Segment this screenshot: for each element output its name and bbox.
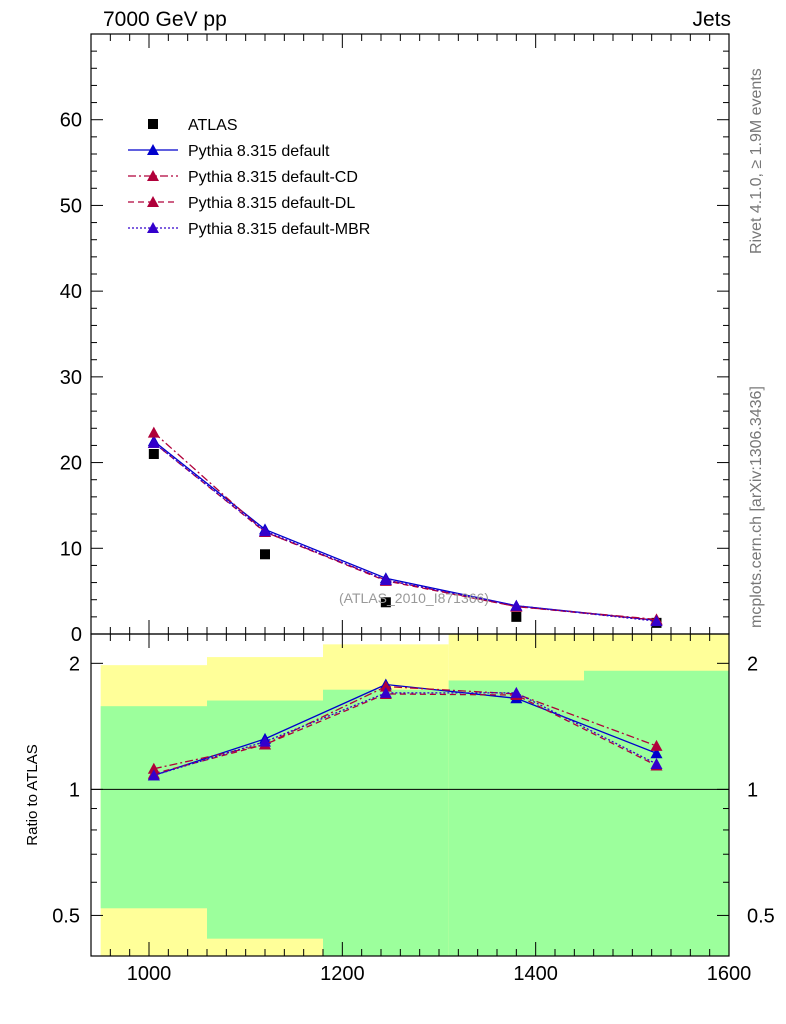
legend-label-pythia-8-315-default-dl: Pythia 8.315 default-DL xyxy=(188,195,355,212)
band-inner-2 xyxy=(323,689,449,956)
series-marker-pythia-8-315-default-mbr xyxy=(259,525,271,537)
legend: ATLAS Pythia 8.315 default Pythia 8.315 de… xyxy=(128,117,370,238)
band-inner-0 xyxy=(100,706,207,909)
data-point-atlas xyxy=(148,449,159,459)
ratio-xtick-label: 1400 xyxy=(513,963,558,985)
main-ytick-label: 10 xyxy=(60,538,82,560)
ratio-marker-pythia-8-315-default xyxy=(650,747,663,759)
main-frame xyxy=(90,33,730,635)
legend-marker-pythia-8-315-default-cd xyxy=(147,170,159,181)
ratio-marker-pythia-8-315-default-mbr xyxy=(650,757,663,769)
band-inner-3 xyxy=(448,680,584,956)
legend-label-pythia-8-315-default: Pythia 8.315 default xyxy=(188,143,330,160)
ratio-ytick-label-left: 1 xyxy=(69,779,80,801)
data-point-atlas xyxy=(380,597,391,608)
main-ytick-label: 50 xyxy=(60,195,82,217)
legend-marker-pythia-8-315-default xyxy=(147,144,159,155)
ratio-line-pythia-8-315-default-mbr xyxy=(153,692,657,777)
main-ytick-label: 0 xyxy=(71,624,82,646)
ratio-y-axis-label: Ratio to ATLAS xyxy=(24,744,41,845)
axes-layer: 0 10 20 30 40 50 60 1000 1200 1400 1600 0.5 0.5 1 1 2 2 xyxy=(52,33,775,985)
legend-marker-atlas xyxy=(148,119,158,129)
main-series-layer xyxy=(147,426,663,628)
series-marker-pythia-8-315-default-mbr xyxy=(650,615,663,627)
series-marker-pythia-8-315-default-mbr xyxy=(379,574,392,585)
ratio-ytick-label-left: 2 xyxy=(69,653,80,675)
ratio-marker-pythia-8-315-default-cd xyxy=(650,739,663,751)
main-ytick-label: 40 xyxy=(60,281,82,303)
legend-marker-pythia-8-315-default-mbr xyxy=(147,222,159,233)
ratio-ytick-label-right: 1 xyxy=(747,779,758,801)
legend-label-pythia-8-315-default-cd: Pythia 8.315 default-CD xyxy=(188,169,358,186)
main-ytick-label: 30 xyxy=(60,367,82,389)
series-marker-pythia-8-315-default-cd xyxy=(147,426,160,438)
ratio-ytick-label-left: 0.5 xyxy=(52,905,80,927)
ratio-xtick-label: 1000 xyxy=(127,963,172,985)
ratio-ytick-label-right: 2 xyxy=(747,653,758,675)
ratio-xtick-label: 1600 xyxy=(707,963,752,985)
ratio-marker-pythia-8-315-default-mbr xyxy=(379,686,392,698)
legend-marker-pythia-8-315-default-dl xyxy=(147,196,159,207)
ratio-xtick-label: 1200 xyxy=(320,963,365,985)
data-point-atlas xyxy=(260,549,270,560)
rivet-version-label: Rivet 4.1.0, ≥ 1.9M events xyxy=(748,68,765,254)
series-marker-pythia-8-315-default-mbr xyxy=(510,599,523,611)
legend-label-pythia-8-315-default-mbr: Pythia 8.315 default-MBR xyxy=(188,221,370,238)
analysis-watermark: (ATLAS_2010_I871366) xyxy=(339,590,489,606)
ratio-marker-pythia-8-315-default-mbr xyxy=(259,735,271,747)
ratio-ytick-label-right: 0.5 xyxy=(747,905,775,927)
main-ytick-label: 60 xyxy=(60,110,82,132)
category-label: Jets xyxy=(692,8,731,31)
ratio-marker-pythia-8-315-default-mbr xyxy=(147,769,160,781)
energy-label: 7000 GeV pp xyxy=(103,8,227,31)
source-label: mcplots.cern.ch [arXiv:1306.3436] xyxy=(748,386,765,628)
ratio-uncertainty-bands xyxy=(100,634,729,956)
series-marker-pythia-8-315-default-mbr xyxy=(147,436,160,448)
ratio-marker-pythia-8-315-default-mbr xyxy=(510,686,523,698)
ratio-series-layer xyxy=(147,678,663,781)
band-inner-4 xyxy=(584,670,729,956)
ratio-frame xyxy=(90,633,730,957)
main-ytick-label: 20 xyxy=(60,453,82,475)
data-point-atlas xyxy=(511,611,522,622)
ratio-marker-pythia-8-315-default-cd xyxy=(379,680,392,692)
legend-label-atlas: ATLAS xyxy=(188,117,238,134)
